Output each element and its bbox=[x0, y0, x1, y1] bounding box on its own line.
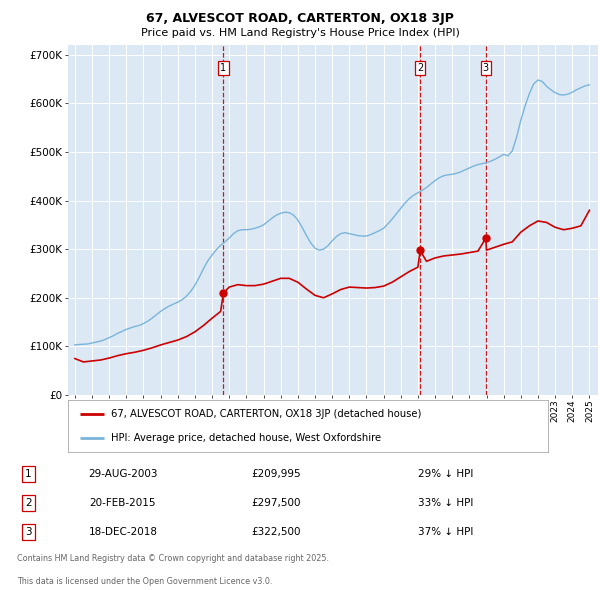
Text: 2: 2 bbox=[25, 497, 32, 507]
Text: 67, ALVESCOT ROAD, CARTERTON, OX18 3JP: 67, ALVESCOT ROAD, CARTERTON, OX18 3JP bbox=[146, 12, 454, 25]
Text: 2: 2 bbox=[417, 63, 423, 73]
Text: 3: 3 bbox=[25, 527, 32, 537]
Text: 1: 1 bbox=[25, 468, 32, 478]
Text: This data is licensed under the Open Government Licence v3.0.: This data is licensed under the Open Gov… bbox=[17, 578, 272, 586]
Text: £297,500: £297,500 bbox=[251, 497, 301, 507]
Text: 67, ALVESCOT ROAD, CARTERTON, OX18 3JP (detached house): 67, ALVESCOT ROAD, CARTERTON, OX18 3JP (… bbox=[111, 409, 422, 419]
Text: 18-DEC-2018: 18-DEC-2018 bbox=[89, 527, 157, 537]
Text: Price paid vs. HM Land Registry's House Price Index (HPI): Price paid vs. HM Land Registry's House … bbox=[140, 28, 460, 38]
Text: 37% ↓ HPI: 37% ↓ HPI bbox=[418, 527, 473, 537]
Text: 1: 1 bbox=[220, 63, 226, 73]
Text: £209,995: £209,995 bbox=[251, 468, 301, 478]
Text: 33% ↓ HPI: 33% ↓ HPI bbox=[418, 497, 473, 507]
Text: Contains HM Land Registry data © Crown copyright and database right 2025.: Contains HM Land Registry data © Crown c… bbox=[17, 554, 329, 563]
Text: 29-AUG-2003: 29-AUG-2003 bbox=[88, 468, 158, 478]
Text: HPI: Average price, detached house, West Oxfordshire: HPI: Average price, detached house, West… bbox=[111, 433, 382, 443]
Text: 29% ↓ HPI: 29% ↓ HPI bbox=[418, 468, 473, 478]
Text: 3: 3 bbox=[483, 63, 489, 73]
Text: £322,500: £322,500 bbox=[251, 527, 301, 537]
Text: 20-FEB-2015: 20-FEB-2015 bbox=[90, 497, 156, 507]
